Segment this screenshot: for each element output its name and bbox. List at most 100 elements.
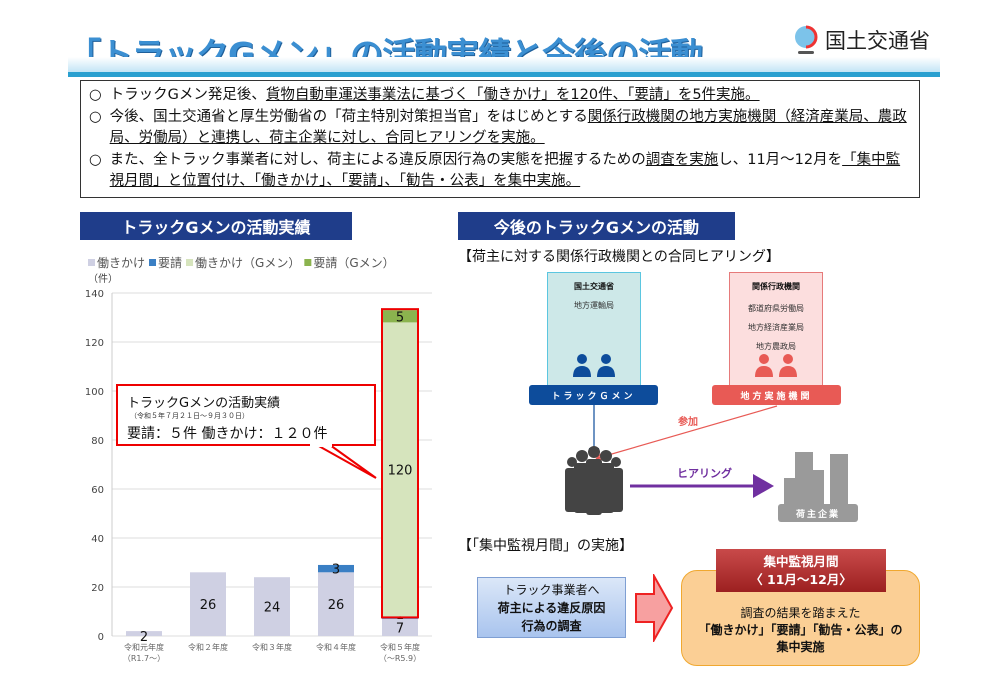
result-line: 調査の結果を踏まえた	[740, 606, 861, 620]
bullet-text: 今後、国土交通省と厚生労働省の「荷主特別対策担当官」をはじめとする	[109, 108, 588, 125]
y-tick-label: 120	[85, 338, 104, 349]
data-label: 26	[200, 598, 217, 613]
bar-segment	[126, 631, 162, 636]
agency-item: 都道府県労働局	[748, 304, 804, 313]
bar-segment	[254, 577, 290, 636]
x-tick-label: 令和４年度	[316, 642, 356, 652]
callout-summary: 要請：５件 働きかけ：１２０件	[127, 426, 327, 442]
highlight-box	[381, 308, 419, 619]
building-icon	[778, 452, 858, 522]
bar-segment	[382, 310, 418, 323]
data-label: 26	[328, 598, 345, 613]
x-tick-label: 令和３年度	[252, 642, 292, 652]
monitoring-period-badge: 集中監視月間 〈 11月～12月〉	[716, 549, 886, 592]
truck-gmen-label: トラックＧメン	[529, 385, 658, 405]
staff-icon	[573, 354, 615, 377]
bullet-text: 貨物自動車運送事業法に基づく「働きかけ」を120件、「要請」を5件実施。	[265, 87, 760, 103]
bullet-marker: ○	[89, 108, 102, 125]
staff-icon	[755, 354, 797, 377]
legend-label: 働きかけ	[97, 256, 145, 270]
title-band	[68, 57, 940, 73]
bullet-marker: ○	[89, 151, 102, 168]
data-label: 7	[396, 621, 404, 636]
bar-segment	[190, 572, 226, 636]
callout-box	[116, 384, 376, 446]
survey-line: トラック事業者へ	[503, 583, 600, 597]
survey-box: トラック事業者へ 荷主による違反原因 行為の調査	[477, 577, 626, 638]
legend-swatch	[186, 259, 194, 266]
result-line: 集中実施	[776, 640, 825, 654]
x-tick-label: 令和２年度	[188, 642, 228, 652]
hearing-label: ヒアリング	[677, 467, 732, 480]
data-label: 3	[332, 563, 340, 578]
bullet-text: また、全トラック事業者に対し、荷主による違反原因行為の実態を把握するための	[109, 151, 646, 168]
callout-period: （令和５年７月２１日～９月３０日）	[130, 411, 249, 420]
left-section-header: トラックGメンの活動実績	[80, 212, 352, 240]
legend-swatch	[88, 259, 95, 266]
legend-label: 要請	[158, 256, 182, 270]
x-tick-label: 令和元年度	[124, 642, 164, 652]
callout-pointer	[316, 444, 377, 479]
mlit-box: 国土交通省 地方運輸局	[547, 272, 641, 387]
result-line: 「働きかけ」「要請」「勧告・公表」の	[698, 623, 903, 637]
y-axis-unit: （件）	[88, 273, 118, 285]
legend-swatch	[304, 259, 312, 266]
agencies-box: 関係行政機関 都道府県労働局 地方経済産業局 地方農政局	[729, 272, 823, 387]
data-label: 120	[388, 463, 413, 478]
y-tick-label: 20	[91, 583, 104, 594]
join-label: 参加	[678, 417, 698, 428]
bar-segment	[318, 564, 354, 573]
survey-line: 行為の調査	[521, 619, 582, 633]
bullet-text: 「集中監視月間」と位置付け、「働きかけ」、「要請」、「勧告・公表」を集中実施。	[109, 151, 901, 190]
legend-label: 働きかけ（Gメン）	[195, 256, 300, 270]
monitoring-heading: 【「集中監視月間」の実施】	[458, 538, 633, 554]
data-label: 24	[264, 601, 281, 616]
hearing-arrows	[565, 405, 858, 522]
agencies-list: 都道府県労働局 地方経済産業局 地方農政局	[730, 299, 822, 356]
y-tick-label: 40	[91, 534, 104, 545]
y-tick-label: 140	[85, 289, 104, 300]
callout-title: トラックGメンの活動実績	[127, 395, 280, 411]
agency-item: 地方農政局	[756, 342, 796, 351]
period-title: 集中監視月間	[763, 554, 839, 569]
bullet-text: トラックGメン発足後、	[109, 87, 266, 103]
shipper-label: 荷主企業	[795, 510, 840, 520]
y-tick-label: 0	[98, 632, 104, 643]
mlit-item: 地方運輸局	[574, 301, 614, 310]
period-range: 〈 11月～12月〉	[750, 572, 852, 587]
bar-segment	[382, 322, 418, 617]
mlit-emblem-icon	[795, 25, 818, 54]
crowd-icon	[565, 446, 623, 515]
local-agency-label: 地方実施機関	[712, 385, 841, 405]
logo-text: 国土交通省	[825, 29, 930, 53]
bullet-text: 関係行政機関の地方実施機関（経済産業局、農政局、労働局）と連携し、荷主企業に対し…	[109, 108, 907, 147]
bullet-marker: ○	[89, 87, 102, 103]
bullet-text: し、11月～12月を	[718, 151, 843, 168]
join-arrow	[598, 405, 778, 458]
activity-chart: 働きかけ 要請 働きかけ（Gメン） 要請（Gメン） （件） 0 20 40 60 80 100 120…	[85, 256, 432, 663]
bullet-item: ○ また、全トラック事業者に対し、荷主による違反原因行為の実態を把握するための調査…	[89, 150, 911, 193]
agencies-title: 関係行政機関	[752, 282, 800, 291]
right-arrow-icon	[635, 574, 674, 642]
y-tick-label: 60	[91, 485, 104, 496]
mlit-logo: 国土交通省	[793, 24, 930, 56]
summary-box: ○ トラックGメン発足後、貨物自動車運送事業法に基づく「働きかけ」を120件、「要…	[80, 80, 920, 198]
hearing-heading: 【荷主に対する関係行政機関との合同ヒアリング】	[458, 249, 780, 265]
x-tick-label: （R1.7～）	[123, 654, 165, 663]
data-label: 2	[140, 630, 148, 645]
legend-label: 要請（Gメン）	[313, 256, 394, 270]
x-tick-label: 令和５年度	[380, 642, 420, 652]
x-tick-label: （～R5.9）	[379, 654, 421, 663]
bar-segment	[382, 618, 418, 636]
bullet-text: 調査を実施	[645, 151, 719, 168]
title-divider	[68, 72, 940, 77]
bullet-item: ○ トラックGメン発足後、貨物自動車運送事業法に基づく「働きかけ」を120件、「要…	[89, 85, 911, 107]
callout-joint	[310, 443, 332, 447]
agency-item: 地方経済産業局	[748, 323, 804, 332]
y-tick-label: 100	[85, 387, 104, 398]
bar-segment	[318, 572, 354, 636]
survey-line: 荷主による違反原因	[497, 601, 606, 615]
right-section-header: 今後のトラックGメンの活動	[458, 212, 735, 240]
legend-swatch	[149, 259, 157, 266]
data-label: 5	[396, 310, 404, 325]
